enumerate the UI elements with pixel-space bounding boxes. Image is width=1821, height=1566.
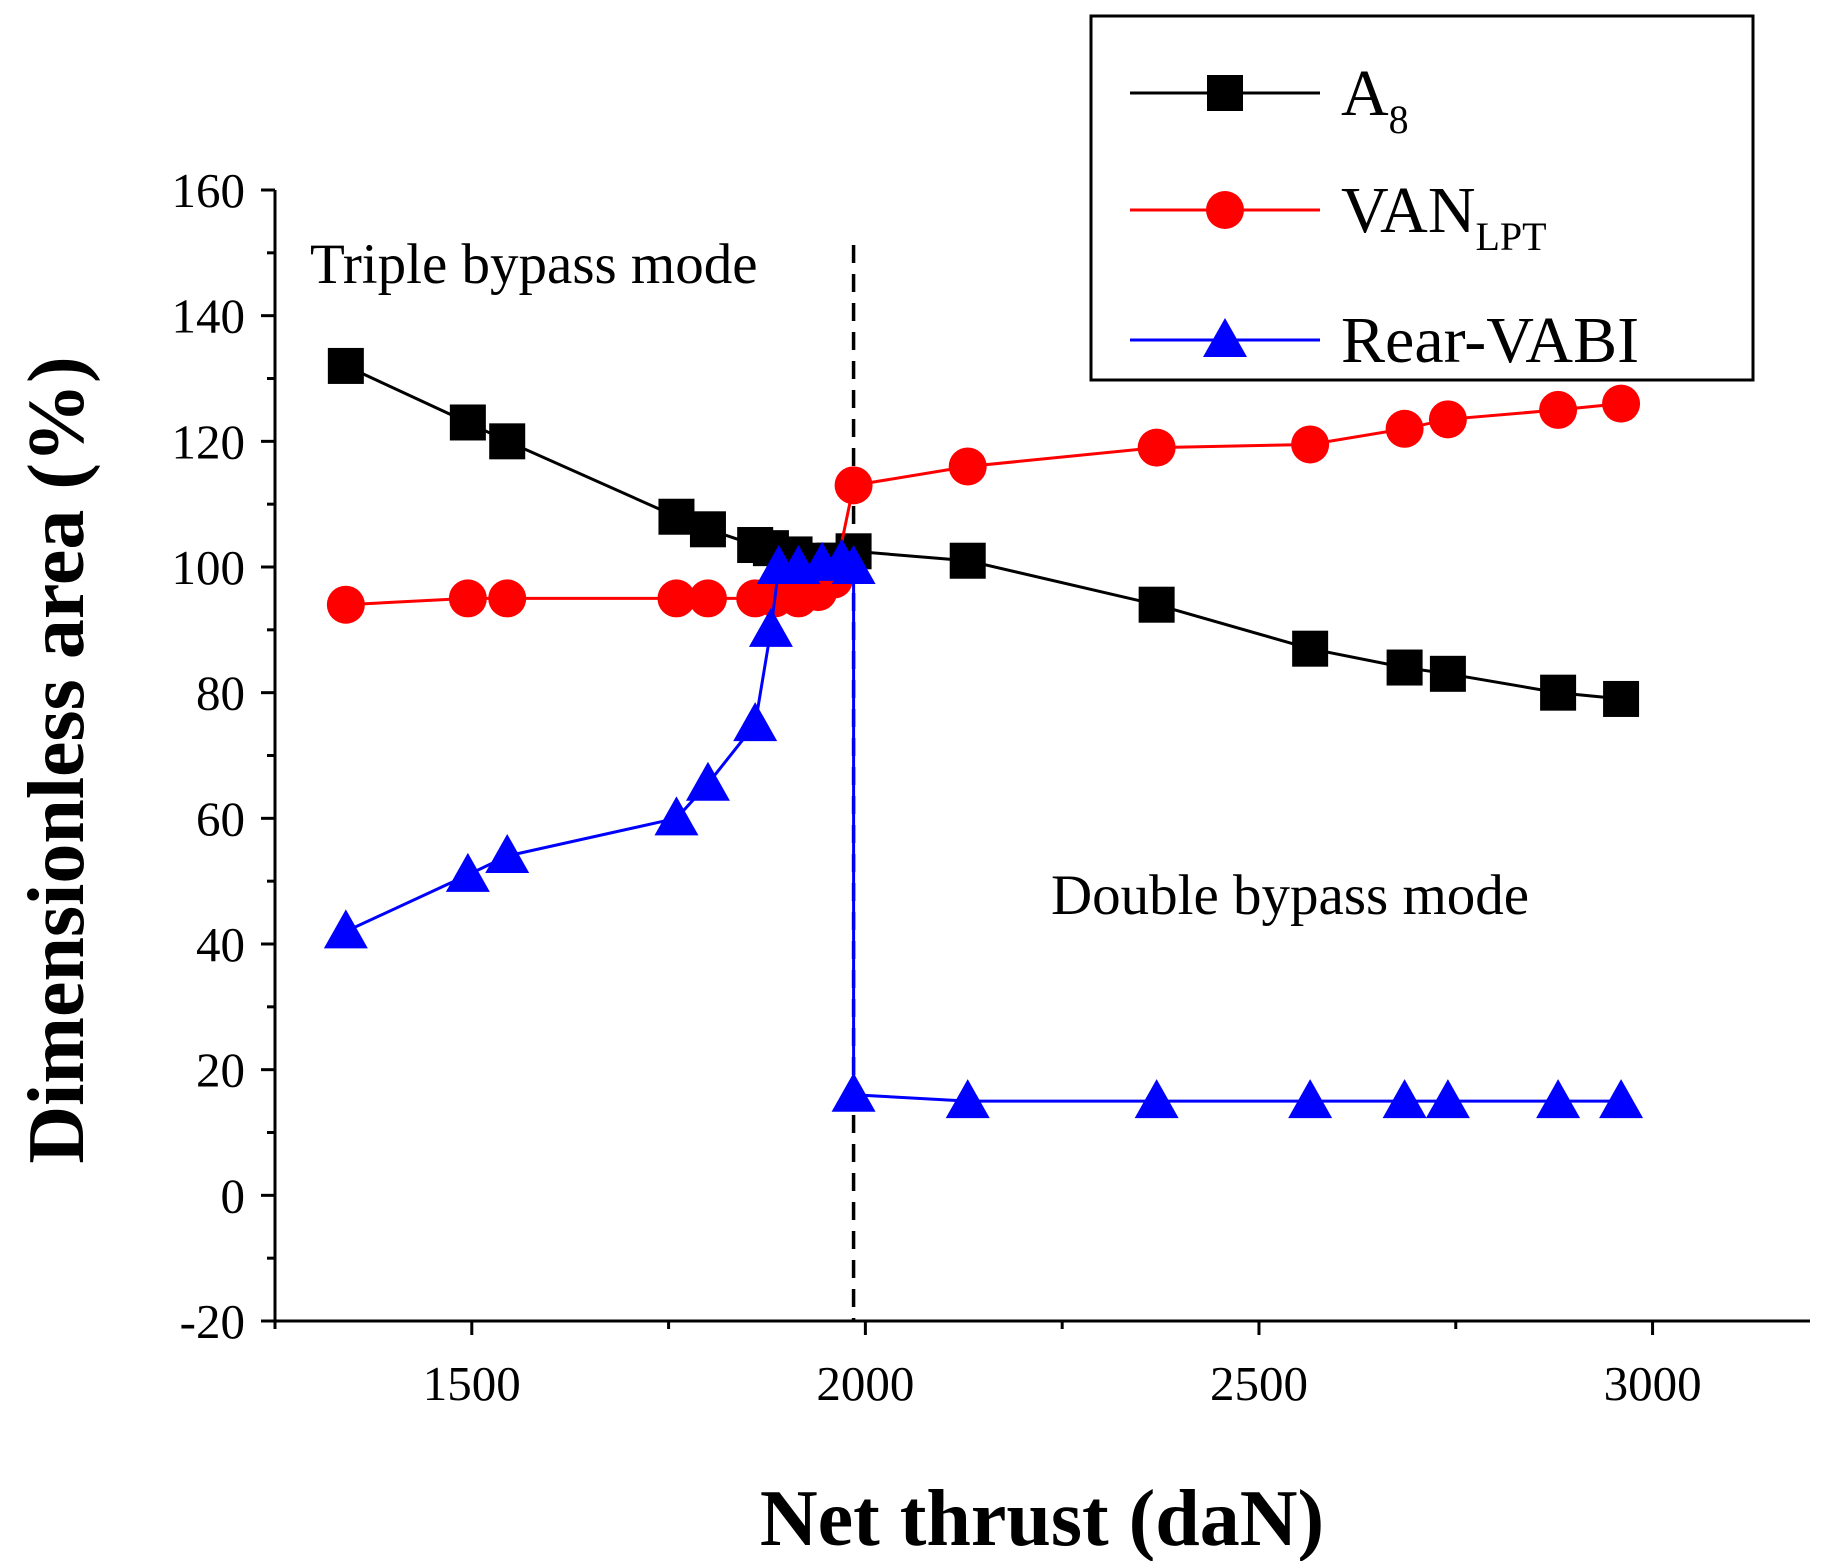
data-point <box>1603 680 1640 717</box>
data-point <box>1386 649 1423 686</box>
annotation-triple-bypass: Triple bypass mode <box>310 233 758 296</box>
data-point <box>689 511 726 548</box>
data-point <box>326 585 365 624</box>
y-tick-label: 100 <box>172 540 246 595</box>
data-point <box>685 761 730 801</box>
y-tick-label: 20 <box>196 1043 245 1098</box>
data-point <box>654 796 699 836</box>
data-point <box>1288 1079 1333 1119</box>
data-point <box>1428 400 1467 439</box>
data-point <box>831 1072 876 1112</box>
series-2 <box>323 538 1644 1119</box>
data-point <box>1134 1079 1179 1119</box>
axis-titles: Net thrust (daN) Dimensionless area (%) <box>13 356 1324 1563</box>
data-point <box>488 579 527 618</box>
data-point <box>485 834 530 874</box>
annotation-double-bypass: Double bypass mode <box>1051 864 1529 927</box>
y-tick-label: 0 <box>221 1168 246 1223</box>
legend-marker <box>1206 191 1244 229</box>
data-point <box>834 466 873 505</box>
y-tick-label: 160 <box>172 163 246 218</box>
data-point <box>1425 1079 1470 1119</box>
y-tick-label: 120 <box>172 414 246 469</box>
legend-label: Rear-VABI <box>1341 304 1639 377</box>
legend-label-subscript: 8 <box>1389 97 1409 142</box>
x-tick-label: 2500 <box>1210 1356 1308 1411</box>
x-tick-label: 1500 <box>423 1356 521 1411</box>
x-tick-label: 3000 <box>1604 1356 1702 1411</box>
series-layer <box>323 347 1644 1119</box>
legend-marker <box>1203 318 1247 357</box>
data-point <box>1291 425 1330 464</box>
legend-marker <box>1207 75 1243 111</box>
annotations: Triple bypass mode Double bypass mode <box>310 233 1529 927</box>
ticks: -20 0 20 40 60 80 100 120 140 160 1500 2000 2500 3000 <box>172 163 1702 1411</box>
data-point <box>448 579 487 618</box>
data-point <box>1539 390 1578 429</box>
data-point <box>1138 586 1175 623</box>
data-point <box>327 347 364 384</box>
y-tick-label: 80 <box>196 666 245 721</box>
data-point <box>1536 1079 1581 1119</box>
legend-box <box>1089 14 1755 382</box>
series-line <box>345 559 1622 1103</box>
data-point <box>1382 1079 1427 1119</box>
data-point <box>445 852 490 892</box>
data-point <box>748 607 793 647</box>
data-point <box>949 542 986 579</box>
data-point <box>449 404 486 441</box>
data-point <box>688 579 727 618</box>
data-point <box>948 447 987 486</box>
data-point <box>1429 655 1466 692</box>
data-point <box>1385 409 1424 448</box>
data-point <box>1137 428 1176 467</box>
data-point <box>658 498 695 535</box>
data-point <box>1292 630 1329 667</box>
data-point <box>733 702 778 742</box>
data-point <box>1540 674 1577 711</box>
y-tick-label: 60 <box>196 791 245 846</box>
data-point <box>323 909 368 949</box>
x-tick-label: 2000 <box>816 1356 914 1411</box>
data-point <box>657 579 696 618</box>
y-tick-label: -20 <box>180 1294 245 1349</box>
data-point <box>1599 1079 1644 1119</box>
data-point <box>831 545 876 584</box>
legend-label-subscript: LPT <box>1475 214 1546 259</box>
y-tick-label: 140 <box>172 289 246 344</box>
series-1 <box>326 384 1641 624</box>
data-point <box>1602 384 1641 423</box>
y-axis-title: Dimensionless area (%) <box>13 356 101 1163</box>
x-axis-title: Net thrust (daN) <box>760 1475 1324 1561</box>
y-tick-label: 40 <box>196 917 245 972</box>
data-point <box>489 423 526 460</box>
data-point <box>945 1079 990 1119</box>
